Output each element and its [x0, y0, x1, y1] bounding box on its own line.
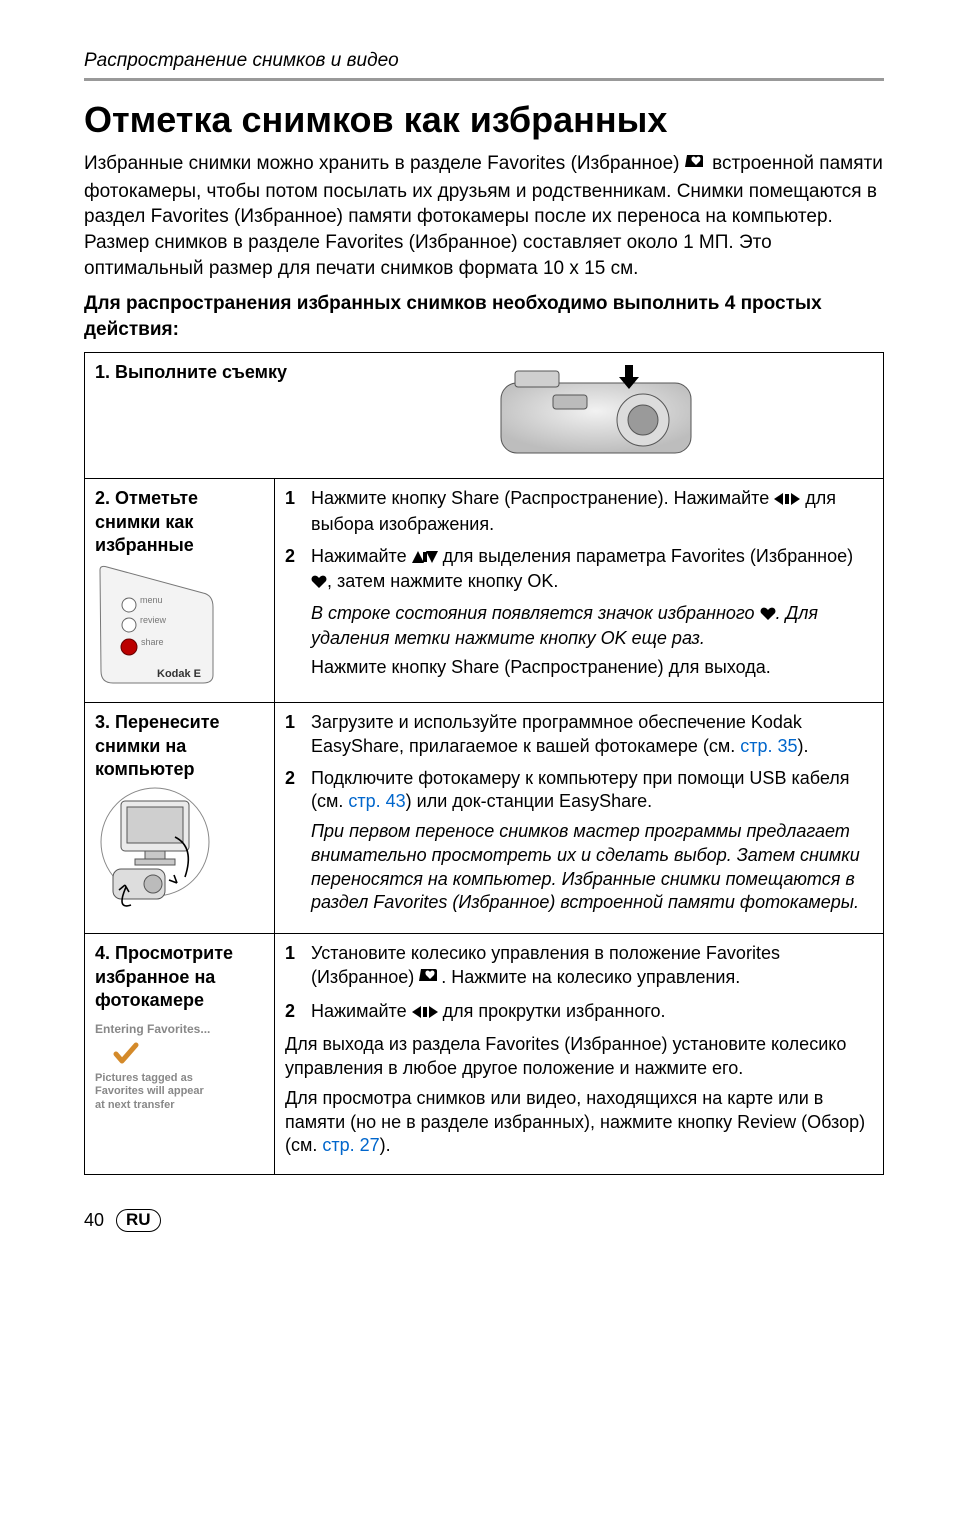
table-row: 3. Перенесите снимки на компьютер [85, 703, 884, 934]
list-item: Установите колесико управления в положен… [285, 942, 873, 992]
heart-icon [311, 574, 327, 595]
page-number: 40 [84, 1210, 104, 1231]
list-item: Загрузите и используйте программное обес… [285, 711, 873, 759]
pc-transfer-illustration [95, 787, 245, 917]
step-2-label: 2. Отметьте снимки как избранные [95, 487, 264, 557]
step-4-label: 4. Просмотрите избранное на фотокамере [95, 942, 264, 1012]
r4-p1: Для выхода из раздела Favorites (Избранн… [285, 1033, 873, 1081]
list-item: Нажмите кнопку Share (Распространение). … [285, 487, 873, 537]
page-link-27[interactable]: стр. 27 [322, 1135, 379, 1155]
left-right-arrows-icon [412, 1002, 438, 1026]
r4-s1b: . Нажмите на колесико управления. [441, 967, 740, 987]
r4-p2b: ). [380, 1135, 391, 1155]
r2-s2a: Нажимайте [311, 546, 412, 566]
checkmark-icon [113, 1042, 141, 1066]
r3-note: При первом переносе снимков мастер прогр… [311, 820, 873, 915]
page-link-35[interactable]: стр. 35 [740, 736, 797, 756]
camera-illustration [493, 365, 713, 461]
steps-table: 1. Выполните съемку [84, 352, 884, 1175]
favorites-tab-icon [419, 967, 441, 992]
steps-heading: Для распространения избранных снимков не… [84, 291, 884, 342]
favorites-tab-icon [685, 153, 707, 179]
list-item: Подключите фотокамеру к компьютеру при п… [285, 767, 873, 916]
table-row: 1. Выполните съемку [85, 353, 884, 479]
heart-icon [760, 606, 776, 627]
camera-back-illustration: menu review share Kodak E [95, 565, 215, 685]
up-down-arrows-icon [412, 547, 438, 571]
list-item: Нажимайте для выделения параметра Favori… [285, 545, 873, 680]
table-row: 4. Просмотрите избранное на фотокамере E… [85, 934, 884, 1175]
r2-note: В строке состояния появляется значок изб… [311, 602, 873, 651]
left-right-arrows-icon [774, 489, 800, 513]
r3-s1a: Загрузите и используйте программное обес… [311, 712, 802, 756]
svg-text:share: share [141, 637, 164, 647]
step-3-label: 3. Перенесите снимки на компьютер [95, 711, 264, 781]
svg-text:menu: menu [140, 595, 163, 605]
list-item: Нажимайте для прокрутки избранного. [285, 1000, 873, 1026]
r2-s1a: Нажмите кнопку Share (Распространение). … [311, 488, 774, 508]
step-1-label: 1. Выполните съемку [95, 361, 315, 384]
r3-s1b: ). [798, 736, 809, 756]
page-title: Отметка снимков как избранных [84, 99, 884, 141]
r2-s2b: для выделения параметра Favorites (Избра… [443, 546, 854, 566]
r2-note-a: В строке состояния появляется значок изб… [311, 603, 760, 623]
table-row: 2. Отметьте снимки как избранные menu re… [85, 479, 884, 703]
r2-s2c: , затем нажмите кнопку OK. [327, 571, 558, 591]
intro-paragraph: Избранные снимки можно хранить в разделе… [84, 151, 884, 281]
r4-p2: Для просмотра снимков или видео, находящ… [285, 1087, 873, 1158]
page-link-43[interactable]: стр. 43 [348, 791, 405, 811]
lang-badge: RU [116, 1209, 161, 1232]
intro-part-a: Избранные снимки можно хранить в разделе… [84, 153, 685, 174]
page-footer: 40 RU [84, 1209, 884, 1232]
entering-favorites-caption: Entering Favorites... [95, 1022, 264, 1038]
breadcrumb: Распространение снимков и видео [84, 50, 884, 81]
r4-s2b: для прокрутки избранного. [443, 1001, 666, 1021]
r4-s2a: Нажимайте [311, 1001, 412, 1021]
svg-text:Kodak E: Kodak E [157, 668, 201, 680]
r2-s3: Нажмите кнопку Share (Распространение) д… [311, 656, 873, 680]
svg-text:review: review [140, 615, 167, 625]
tagged-caption: Pictures tagged as Favorites will appear… [95, 1072, 264, 1112]
r3-s2b: ) или док-станции EasyShare. [406, 791, 652, 811]
